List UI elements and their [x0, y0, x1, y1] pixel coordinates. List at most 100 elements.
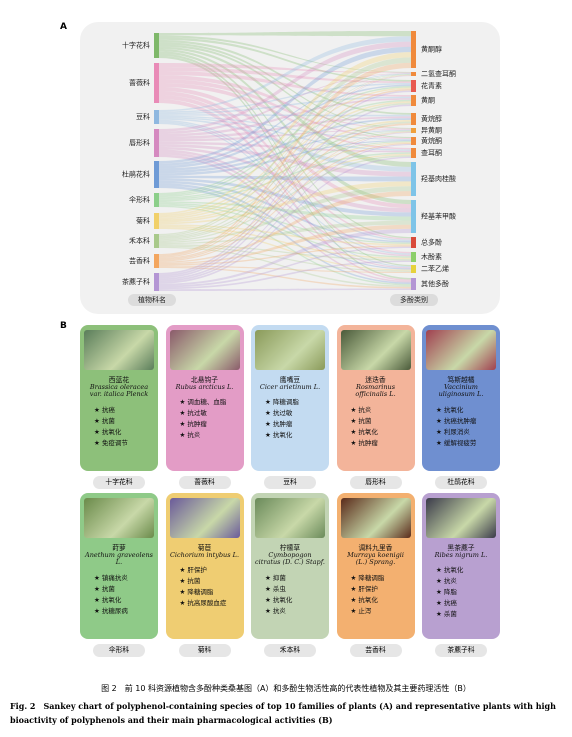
family-label: 杜鹃花科	[435, 476, 487, 489]
flow	[158, 181, 412, 225]
plant-name: 调料九里香	[358, 544, 393, 552]
activity: 抗癌	[94, 405, 154, 416]
flow	[158, 117, 412, 151]
flow	[158, 53, 412, 267]
flow	[158, 191, 412, 263]
flow	[158, 156, 412, 284]
plant-name: 菊苣	[197, 544, 212, 552]
right-node-label: 二氢查耳酮	[421, 69, 456, 78]
family-label: 伞形科	[93, 644, 145, 657]
activity: 抑菌	[265, 573, 325, 584]
activity-list: 抗氧化抗炎降脂抗癌杀菌	[426, 565, 496, 620]
flow	[158, 119, 412, 242]
flow	[158, 153, 412, 223]
activity: 免疫调节	[94, 438, 154, 449]
caption-zh: 图 2 前 10 科资源植物含多酚种类桑基图（A）和多酚生物活性高的代表性植物及…	[101, 684, 471, 693]
flow	[158, 246, 412, 287]
activity: 抗肿瘤	[180, 419, 240, 430]
latin-name: Anethum graveolens L.	[85, 551, 153, 567]
flow	[158, 186, 412, 243]
activity: 抗氧化	[265, 430, 325, 441]
activity: 抗菌	[180, 576, 240, 587]
plant-name: 笃斯越橘	[447, 376, 475, 384]
activity: 止泻	[351, 606, 411, 617]
right-node-label: 黄烷酮	[421, 136, 442, 145]
activity-list: 抑菌杀虫抗氧化抗炎	[255, 573, 325, 617]
flow	[158, 75, 412, 130]
flow	[158, 121, 412, 255]
flow	[158, 132, 412, 281]
flow	[158, 141, 412, 153]
right-node-label: 木酚素	[421, 252, 442, 261]
activity: 降糖调脂	[180, 587, 240, 598]
flow	[158, 52, 412, 215]
activity: 抗过敏	[265, 408, 325, 419]
right-node	[411, 237, 416, 248]
right-node-label: 羟基肉桂酸	[421, 174, 456, 183]
left-node-label: 唇形科	[129, 138, 150, 147]
flow	[158, 36, 412, 112]
panel-label: B	[60, 321, 67, 331]
left-node	[154, 193, 159, 207]
plant-photo	[426, 498, 496, 538]
plant-name: 西蓝花	[108, 376, 130, 384]
flow	[158, 225, 412, 260]
flow	[158, 35, 412, 73]
flow	[158, 244, 412, 261]
right-node	[411, 128, 416, 133]
activity: 抗炎	[351, 405, 411, 416]
activity: 肝保护	[180, 565, 240, 576]
flow	[158, 55, 412, 280]
activity-list: 调血糖、血脂抗过敏抗肿瘤抗炎	[170, 397, 240, 441]
flow	[158, 83, 412, 150]
left-node-label: 杜鹃花科	[122, 170, 150, 179]
flow	[158, 42, 412, 129]
activity: 抗氧化	[94, 427, 154, 438]
right-node-label: 总多酚	[421, 238, 442, 247]
flow	[158, 245, 412, 266]
flow	[158, 144, 412, 177]
activity: 抗癌抗肿瘤	[436, 416, 496, 427]
flow	[158, 98, 412, 137]
right-node-label: 花青素	[421, 81, 442, 90]
activity: 镇痛抗炎	[94, 573, 154, 584]
flow	[158, 51, 412, 239]
flow	[158, 73, 412, 166]
flow	[158, 246, 412, 288]
right-node-label: 其他多酚	[421, 279, 449, 288]
family-label: 禾本科	[264, 644, 316, 657]
family-label: 菊科	[178, 644, 231, 657]
right-node	[411, 137, 416, 145]
activity: 抗菌	[351, 416, 411, 427]
plant-photo	[84, 498, 154, 538]
activity: 抗癌	[436, 598, 496, 609]
latin-name: Cymbopogon citratus (D. C.) Stapf.	[255, 551, 325, 567]
plant-photo	[169, 498, 240, 538]
right-node-label: 二苯乙烯	[421, 264, 449, 273]
left-node	[154, 273, 159, 291]
left-node-label: 茶藨子科	[122, 277, 150, 286]
activity: 抗氧化	[436, 565, 496, 576]
axis-label: 植物科名	[138, 295, 166, 304]
flow	[158, 220, 412, 245]
left-node-label: 禾本科	[129, 236, 150, 245]
flow	[158, 154, 412, 283]
axis-label-bg	[390, 294, 438, 306]
activity: 抗糖尿病	[94, 606, 154, 617]
flow	[158, 46, 412, 167]
flow	[158, 118, 412, 171]
left-node-label: 蔷薇科	[129, 78, 150, 87]
right-node	[411, 265, 416, 273]
activity: 降脂	[436, 587, 496, 598]
left-node-label: 菊科	[136, 216, 150, 225]
flow	[158, 224, 412, 265]
activity: 抗氧化	[94, 595, 154, 606]
latin-name: Cichorium intybus L.	[169, 551, 240, 559]
flow	[158, 74, 412, 195]
left-node-label: 十字花科	[122, 41, 150, 50]
